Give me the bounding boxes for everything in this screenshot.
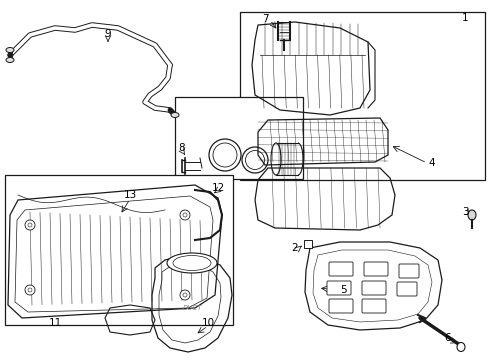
Ellipse shape	[209, 139, 241, 171]
Circle shape	[28, 288, 32, 292]
Ellipse shape	[213, 143, 237, 167]
Ellipse shape	[173, 256, 211, 270]
Bar	[175, 97, 303, 179]
Bar	[240, 12, 485, 180]
FancyBboxPatch shape	[397, 282, 417, 296]
Circle shape	[28, 223, 32, 227]
Ellipse shape	[271, 143, 281, 175]
Text: 7: 7	[262, 14, 269, 24]
Bar	[304, 240, 312, 248]
Ellipse shape	[167, 253, 217, 273]
Circle shape	[25, 285, 35, 295]
Text: DUCT: DUCT	[183, 305, 203, 311]
Circle shape	[183, 213, 187, 217]
Ellipse shape	[242, 147, 268, 173]
Text: 13: 13	[123, 190, 137, 200]
Text: 1: 1	[462, 13, 468, 23]
Text: 9: 9	[105, 29, 111, 39]
Text: 3: 3	[462, 207, 468, 217]
Bar	[5, 175, 233, 325]
Text: 8: 8	[179, 143, 185, 153]
FancyBboxPatch shape	[364, 262, 388, 276]
Ellipse shape	[6, 48, 14, 53]
FancyBboxPatch shape	[362, 299, 386, 313]
Ellipse shape	[171, 112, 179, 117]
FancyBboxPatch shape	[329, 299, 353, 313]
Ellipse shape	[6, 58, 14, 63]
Circle shape	[25, 220, 35, 230]
Text: 10: 10	[201, 318, 215, 328]
Text: 6: 6	[445, 333, 451, 343]
Ellipse shape	[457, 342, 465, 351]
Text: 12: 12	[211, 183, 224, 193]
Text: 11: 11	[49, 318, 62, 328]
FancyBboxPatch shape	[327, 281, 351, 295]
Circle shape	[180, 210, 190, 220]
Text: 2: 2	[292, 243, 298, 253]
Circle shape	[183, 293, 187, 297]
FancyBboxPatch shape	[399, 264, 419, 278]
Text: 4: 4	[429, 158, 435, 168]
Text: 5: 5	[340, 285, 346, 295]
Ellipse shape	[468, 210, 476, 220]
Ellipse shape	[245, 150, 265, 170]
FancyBboxPatch shape	[362, 281, 386, 295]
Circle shape	[180, 290, 190, 300]
FancyBboxPatch shape	[329, 262, 353, 276]
